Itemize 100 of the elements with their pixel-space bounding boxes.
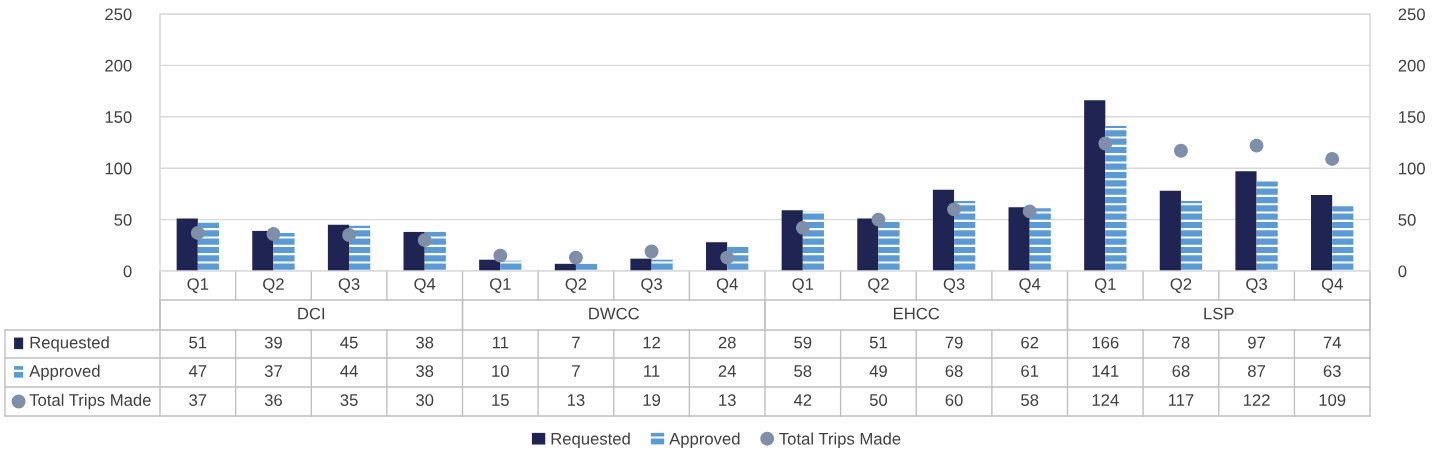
y-tick-label: 150 [105,111,132,123]
point [1098,136,1113,151]
data-label: 19 [643,394,661,406]
x-tick-label: Q3 [943,278,965,293]
text: Requested [551,432,630,448]
data-label: 30 [416,394,434,406]
text: LSP [1204,307,1234,320]
data-label: 60 [945,394,963,406]
y2-tick-label: 100 [1399,162,1425,175]
data-label: 11 [644,365,660,377]
x-tick-label: Q4 [1019,278,1041,293]
data-label: 49 [869,365,887,377]
y-tick-label: 50 [114,214,132,226]
data-label: 42 [793,394,812,406]
legend-label: Approved [29,364,100,381]
y-tick-label: 250 [105,8,132,21]
x-tick-label: Q4 [414,278,436,293]
data-label: 44 [340,365,358,377]
point [1173,143,1188,158]
bar [1235,171,1257,271]
data-label: 78 [1172,336,1190,349]
data-label: 124 [1092,394,1119,406]
bar [1008,207,1030,271]
bar [878,220,900,271]
data-label: 35 [340,394,358,406]
point [1249,138,1264,153]
data-label: 37 [264,365,282,377]
point [1022,204,1037,219]
point [342,228,357,242]
point [1325,152,1340,166]
data-label: 68 [945,365,963,377]
data-label: 39 [264,336,282,349]
point [493,248,508,263]
bar [1311,194,1333,271]
x-tick-label: Q2 [868,278,889,293]
data-label: 63 [1323,365,1341,377]
x-tick-label: Q3 [641,278,662,293]
data-label: 58 [1021,394,1039,406]
y-tick-label: 0 [123,265,132,278]
x-tick-label: Q1 [489,278,511,293]
data-label: 37 [189,394,207,406]
x-tick-label: Q1 [792,278,814,293]
x-tick-label: Q2 [1170,278,1192,293]
x-tick-label: Q2 [565,278,587,293]
x-tick-label: Q3 [338,278,360,293]
bar [1159,190,1181,271]
point [644,244,659,259]
bar [954,201,976,271]
x-tick-label: Q1 [187,278,209,293]
bar [273,232,295,271]
data-label: 68 [1172,365,1190,377]
y2-tick-label: 200 [1398,59,1425,72]
data-label: 87 [1248,365,1265,377]
data-label: 38 [416,365,434,377]
bar [1256,181,1278,271]
bar [1180,201,1203,271]
bar [1105,126,1127,271]
data-label: 7 [572,365,580,377]
bar [932,189,955,271]
data-label: 109 [1319,394,1346,406]
data-label: 28 [718,336,736,349]
point [417,233,432,248]
data-label: 59 [794,336,812,349]
data-label: 166 [1092,336,1119,349]
y2-tick-label: 250 [1398,8,1425,21]
data-label: 62 [1021,336,1039,349]
data-label: 11 [492,336,509,349]
text: Total Trips Made [779,432,901,448]
bar [252,230,274,271]
text: EHCC [894,307,940,320]
data-label: 45 [340,336,358,349]
y-tick-label: 100 [105,162,132,175]
data-label: 97 [1248,336,1265,349]
legend-label: Requested [30,336,109,352]
bar [1084,100,1106,271]
data-label: 50 [869,394,888,406]
y2-tick-label: 150 [1399,111,1425,123]
data-label: 51 [189,336,207,349]
y2-tick-label: 0 [1398,265,1407,278]
point [568,250,583,265]
data-label: 12 [643,336,660,349]
bar [802,211,824,271]
y-tick-label: 200 [105,59,132,72]
point [795,220,810,235]
data-label: 13 [719,394,736,406]
data-label: 61 [1021,365,1039,377]
bar [1332,206,1354,271]
data-label: 58 [794,365,812,377]
data-label: 7 [572,336,580,349]
point [720,250,735,265]
data-label: 36 [264,394,282,406]
data-label: 38 [416,336,434,349]
x-tick-label: Q2 [263,278,284,293]
text: DCI [298,307,325,320]
data-label: 122 [1243,394,1270,406]
text: DWCC [589,307,640,320]
data-label: 141 [1092,365,1119,377]
data-label: 117 [1168,394,1194,406]
point [190,226,205,240]
bar [781,210,803,271]
